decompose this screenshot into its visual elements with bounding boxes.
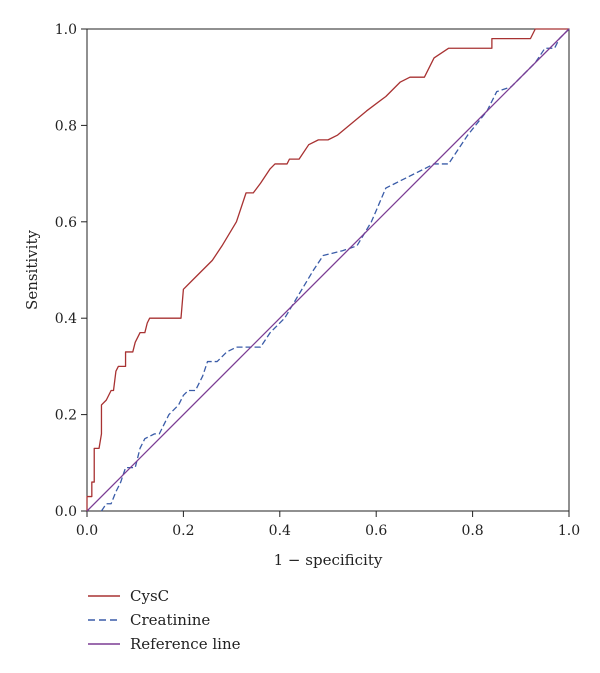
legend-label-cysc: CysC <box>130 587 169 605</box>
series-line-reference-line <box>86 28 570 512</box>
x-tick-label: 0.4 <box>269 523 291 539</box>
y-tick-label: 1.0 <box>55 22 77 38</box>
x-tick-label: 0.8 <box>461 523 483 539</box>
y-tick-label: 0.4 <box>55 311 77 327</box>
legend-label-reference-line: Reference line <box>130 635 241 653</box>
y-axis: 0.0 0.2 0.4 0.6 0.8 1.0 <box>55 22 87 520</box>
x-axis-title: 1 − specificity <box>274 551 383 569</box>
y-tick-label: 0.0 <box>55 504 77 520</box>
plot-frame <box>86 28 570 512</box>
x-axis: 0.0 0.2 0.4 0.6 0.8 1.0 <box>76 511 580 539</box>
x-tick-label: 1.0 <box>558 523 580 539</box>
y-axis-title: Sensitivity <box>23 230 41 310</box>
y-tick-label: 0.8 <box>55 118 77 134</box>
x-tick-label: 0.2 <box>172 523 194 539</box>
x-tick-label: 0.0 <box>76 523 98 539</box>
x-tick-label: 0.6 <box>365 523 387 539</box>
legend: CysC Creatinine Reference line <box>88 587 241 653</box>
series-line-creatinine <box>100 28 570 512</box>
y-tick-label: 0.6 <box>55 215 77 231</box>
series-lines <box>86 28 570 512</box>
series-line-cysc <box>86 28 569 511</box>
y-tick-label: 0.2 <box>55 408 77 424</box>
legend-label-creatinine: Creatinine <box>130 611 210 629</box>
